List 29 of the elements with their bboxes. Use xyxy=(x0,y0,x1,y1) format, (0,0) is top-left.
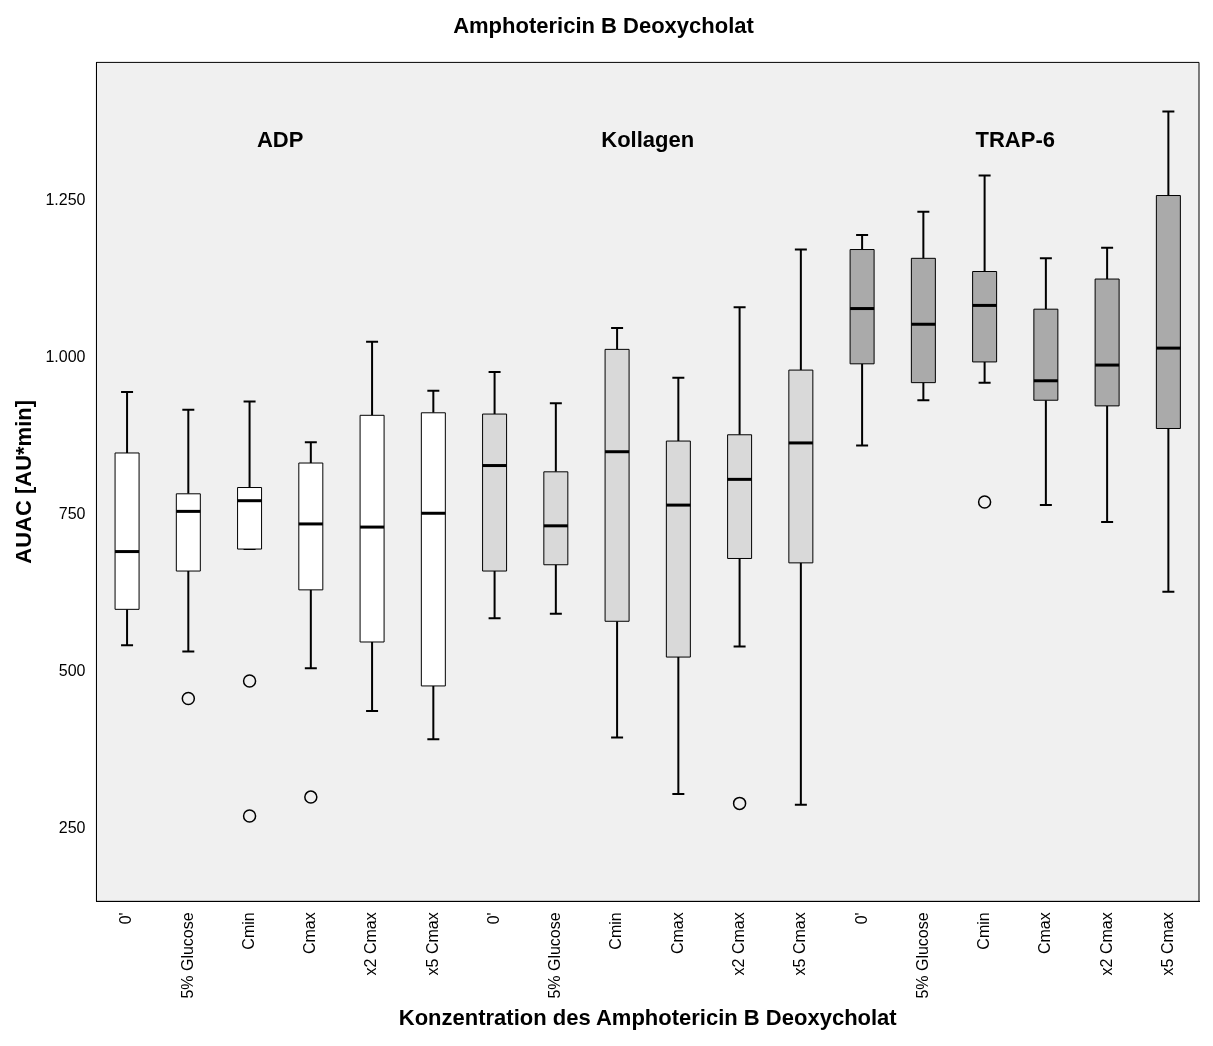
x-tick-label: Cmax xyxy=(301,912,319,955)
x-tick-label: 0' xyxy=(852,912,870,925)
x-tick-label: Cmax xyxy=(668,912,686,955)
y-tick-label: 1.250 xyxy=(45,190,86,208)
y-tick-label: 250 xyxy=(58,818,86,836)
x-tick-label: Cmin xyxy=(975,912,993,950)
x-tick-label: 5% Glucose xyxy=(913,912,931,999)
x-tick-label: 0' xyxy=(117,912,135,925)
chart-title: Amphotericin B Deoxycholat xyxy=(453,13,755,39)
x-tick-label: x5 Cmax xyxy=(423,912,441,976)
annotation: Kollagen xyxy=(601,127,695,153)
annotation: ADP xyxy=(256,127,304,153)
x-tick-label: x2 Cmax xyxy=(362,912,380,976)
x-tick-label: 5% Glucose xyxy=(178,912,196,999)
x-tick-label: Cmin xyxy=(239,912,257,950)
x-tick-label: x2 Cmax xyxy=(1097,912,1115,976)
x-tick-label: x5 Cmax xyxy=(791,912,809,976)
y-tick-label: 750 xyxy=(58,504,86,522)
x-tick-label: 0' xyxy=(484,912,502,925)
y-tick-label: 1.000 xyxy=(45,347,86,365)
x-tick-label: x2 Cmax xyxy=(730,912,748,976)
y-axis-title: AUAC [AU*min] xyxy=(11,399,37,564)
x-tick-label: 5% Glucose xyxy=(546,912,564,999)
x-tick-label: x5 Cmax xyxy=(1158,912,1176,976)
x-tick-label: Cmax xyxy=(1036,912,1054,955)
annotation: TRAP-6 xyxy=(975,127,1055,153)
y-tick-label: 500 xyxy=(58,661,86,679)
x-axis-title: Konzentration des Amphotericin B Deoxycholat xyxy=(398,1004,898,1030)
x-tick-label: Cmin xyxy=(607,912,625,950)
